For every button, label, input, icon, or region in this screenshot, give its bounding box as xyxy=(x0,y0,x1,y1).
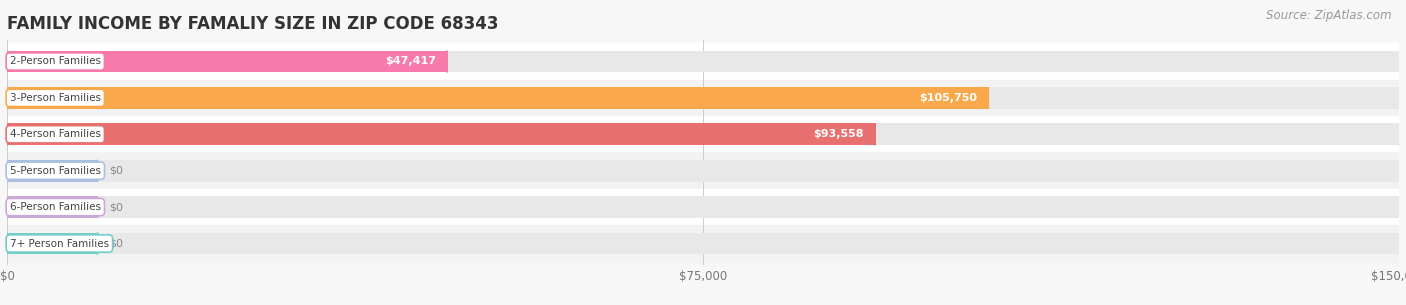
Bar xyxy=(7,196,1399,218)
Text: 5-Person Families: 5-Person Families xyxy=(10,166,101,176)
Text: 6-Person Families: 6-Person Families xyxy=(10,202,101,212)
Bar xyxy=(7,152,1399,189)
Bar xyxy=(7,124,1399,145)
Text: Source: ZipAtlas.com: Source: ZipAtlas.com xyxy=(1267,9,1392,22)
Bar xyxy=(7,160,97,181)
Bar xyxy=(7,124,875,145)
Bar xyxy=(7,233,97,254)
Bar xyxy=(7,196,97,218)
Text: 7+ Person Families: 7+ Person Families xyxy=(10,239,108,249)
Bar xyxy=(7,233,1399,254)
Text: 2-Person Families: 2-Person Families xyxy=(10,56,101,66)
Bar xyxy=(7,80,1399,116)
Bar xyxy=(7,87,988,109)
Text: 3-Person Families: 3-Person Families xyxy=(10,93,101,103)
Bar xyxy=(7,51,1399,72)
Bar xyxy=(7,160,1399,181)
Text: $0: $0 xyxy=(108,239,122,249)
Text: $47,417: $47,417 xyxy=(385,56,436,66)
Text: $93,558: $93,558 xyxy=(814,129,865,139)
Bar xyxy=(7,116,1399,152)
Text: 4-Person Families: 4-Person Families xyxy=(10,129,101,139)
Text: $0: $0 xyxy=(108,202,122,212)
Text: FAMILY INCOME BY FAMALIY SIZE IN ZIP CODE 68343: FAMILY INCOME BY FAMALIY SIZE IN ZIP COD… xyxy=(7,15,499,33)
Text: $105,750: $105,750 xyxy=(920,93,977,103)
Bar xyxy=(7,51,447,72)
Text: $0: $0 xyxy=(108,166,122,176)
Bar xyxy=(7,189,1399,225)
Bar xyxy=(7,87,1399,109)
Bar xyxy=(7,225,1399,262)
Bar xyxy=(7,43,1399,80)
